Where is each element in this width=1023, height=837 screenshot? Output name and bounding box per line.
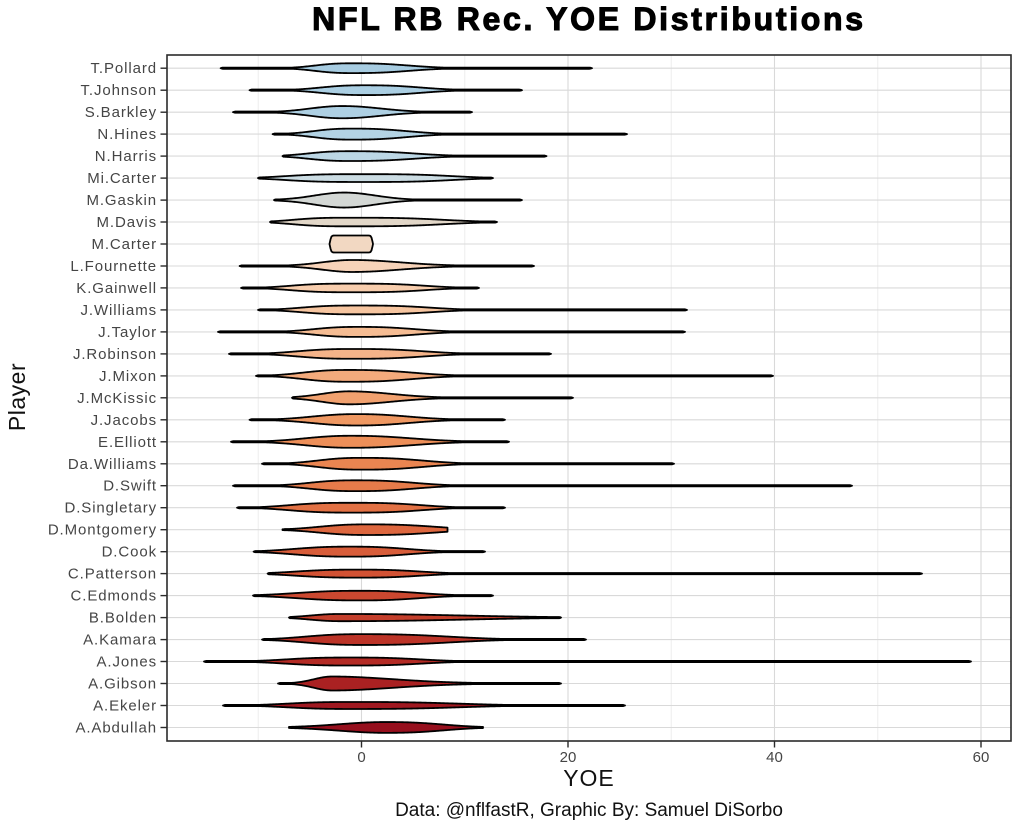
- svg-text:J.McKissic: J.McKissic: [77, 390, 157, 407]
- svg-text:NFL RB Rec. YOE Distributions: NFL RB Rec. YOE Distributions: [312, 1, 866, 37]
- svg-text:M.Carter: M.Carter: [91, 236, 157, 253]
- svg-text:J.Mixon: J.Mixon: [99, 368, 157, 385]
- svg-text:A.Jones: A.Jones: [97, 654, 158, 671]
- svg-text:K.Gainwell: K.Gainwell: [76, 280, 157, 297]
- svg-text:N.Hines: N.Hines: [97, 126, 157, 143]
- svg-text:A.Ekeler: A.Ekeler: [93, 698, 157, 715]
- svg-text:Da.Williams: Da.Williams: [68, 456, 157, 473]
- svg-text:T.Pollard: T.Pollard: [91, 60, 157, 77]
- svg-text:L.Fournette: L.Fournette: [70, 258, 157, 275]
- svg-text:C.Edmonds: C.Edmonds: [71, 588, 157, 605]
- svg-text:40: 40: [766, 749, 783, 766]
- svg-text:D.Singletary: D.Singletary: [64, 500, 157, 517]
- svg-text:T.Johnson: T.Johnson: [81, 82, 157, 99]
- svg-text:M.Gaskin: M.Gaskin: [86, 192, 157, 209]
- svg-text:E.Elliott: E.Elliott: [98, 434, 157, 451]
- svg-text:J.Taylor: J.Taylor: [98, 324, 157, 341]
- svg-text:D.Swift: D.Swift: [103, 478, 157, 495]
- svg-text:0: 0: [357, 749, 365, 766]
- svg-text:A.Kamara: A.Kamara: [83, 632, 157, 649]
- svg-text:S.Barkley: S.Barkley: [85, 104, 157, 121]
- svg-text:Mi.Carter: Mi.Carter: [87, 170, 157, 187]
- svg-text:C.Patterson: C.Patterson: [68, 566, 157, 583]
- svg-text:N.Harris: N.Harris: [95, 148, 157, 165]
- svg-text:Player: Player: [4, 363, 30, 431]
- svg-text:YOE: YOE: [563, 765, 615, 791]
- svg-text:M.Davis: M.Davis: [97, 214, 157, 231]
- svg-text:D.Montgomery: D.Montgomery: [48, 522, 157, 539]
- svg-text:J.Robinson: J.Robinson: [73, 346, 157, 363]
- svg-text:Data: @nflfastR, Graphic By: S: Data: @nflfastR, Graphic By: Samuel DiSo…: [395, 800, 783, 821]
- svg-text:B.Bolden: B.Bolden: [89, 610, 157, 627]
- svg-text:J.Williams: J.Williams: [81, 302, 158, 319]
- svg-text:D.Cook: D.Cook: [102, 544, 157, 561]
- svg-text:20: 20: [560, 749, 577, 766]
- svg-text:60: 60: [973, 749, 990, 766]
- svg-text:A.Gibson: A.Gibson: [88, 676, 157, 693]
- svg-text:A.Abdullah: A.Abdullah: [75, 720, 157, 737]
- svg-text:J.Jacobs: J.Jacobs: [91, 412, 157, 429]
